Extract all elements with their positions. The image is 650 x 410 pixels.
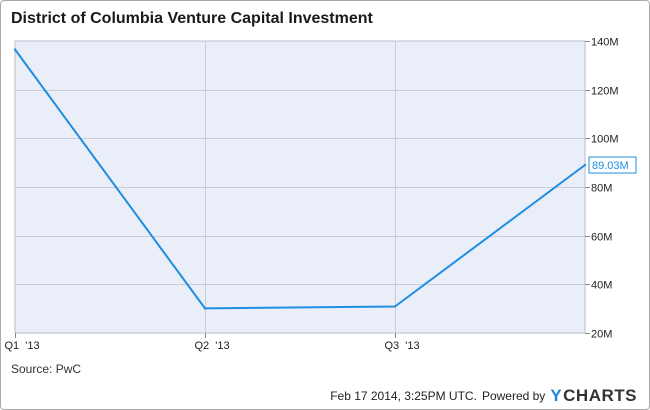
last-value-badge: 89.03M [588, 156, 637, 174]
x-tick-label: Q3 '13 [385, 340, 420, 352]
ycharts-logo-mark: Y [550, 386, 563, 405]
footer: Feb 17 2014, 3:25PM UTC. Powered by Y CH… [330, 386, 637, 406]
y-tick-label: 140M [591, 37, 619, 49]
last-value-label: 89.03M [592, 160, 629, 172]
data-point [203, 307, 207, 310]
y-tick-label: 20M [591, 329, 612, 341]
series-line [14, 48, 586, 310]
data-point [583, 163, 587, 167]
data-point [13, 48, 17, 51]
ycharts-logo[interactable]: Y CHARTS [550, 386, 637, 406]
last-value-box [588, 156, 637, 174]
y-tick-label: 120M [591, 86, 619, 98]
ycharts-logo-text: CHARTS [563, 386, 637, 405]
source-note: Source: PwC [11, 362, 82, 376]
y-tick-label: 40M [591, 280, 612, 292]
x-tick-label: Q1 '13 [5, 340, 40, 352]
y-tick-label: 80M [591, 183, 612, 195]
chart-title: District of Columbia Venture Capital Inv… [11, 10, 373, 27]
y-tick-label: 60M [591, 232, 612, 244]
data-point [393, 305, 397, 308]
y-tick-label: 100M [591, 134, 619, 146]
timestamp: Feb 17 2014, 3:25PM UTC. [330, 389, 477, 403]
powered-by-text: Powered by [481, 389, 546, 403]
x-tick-label: Q2 '13 [195, 340, 230, 352]
